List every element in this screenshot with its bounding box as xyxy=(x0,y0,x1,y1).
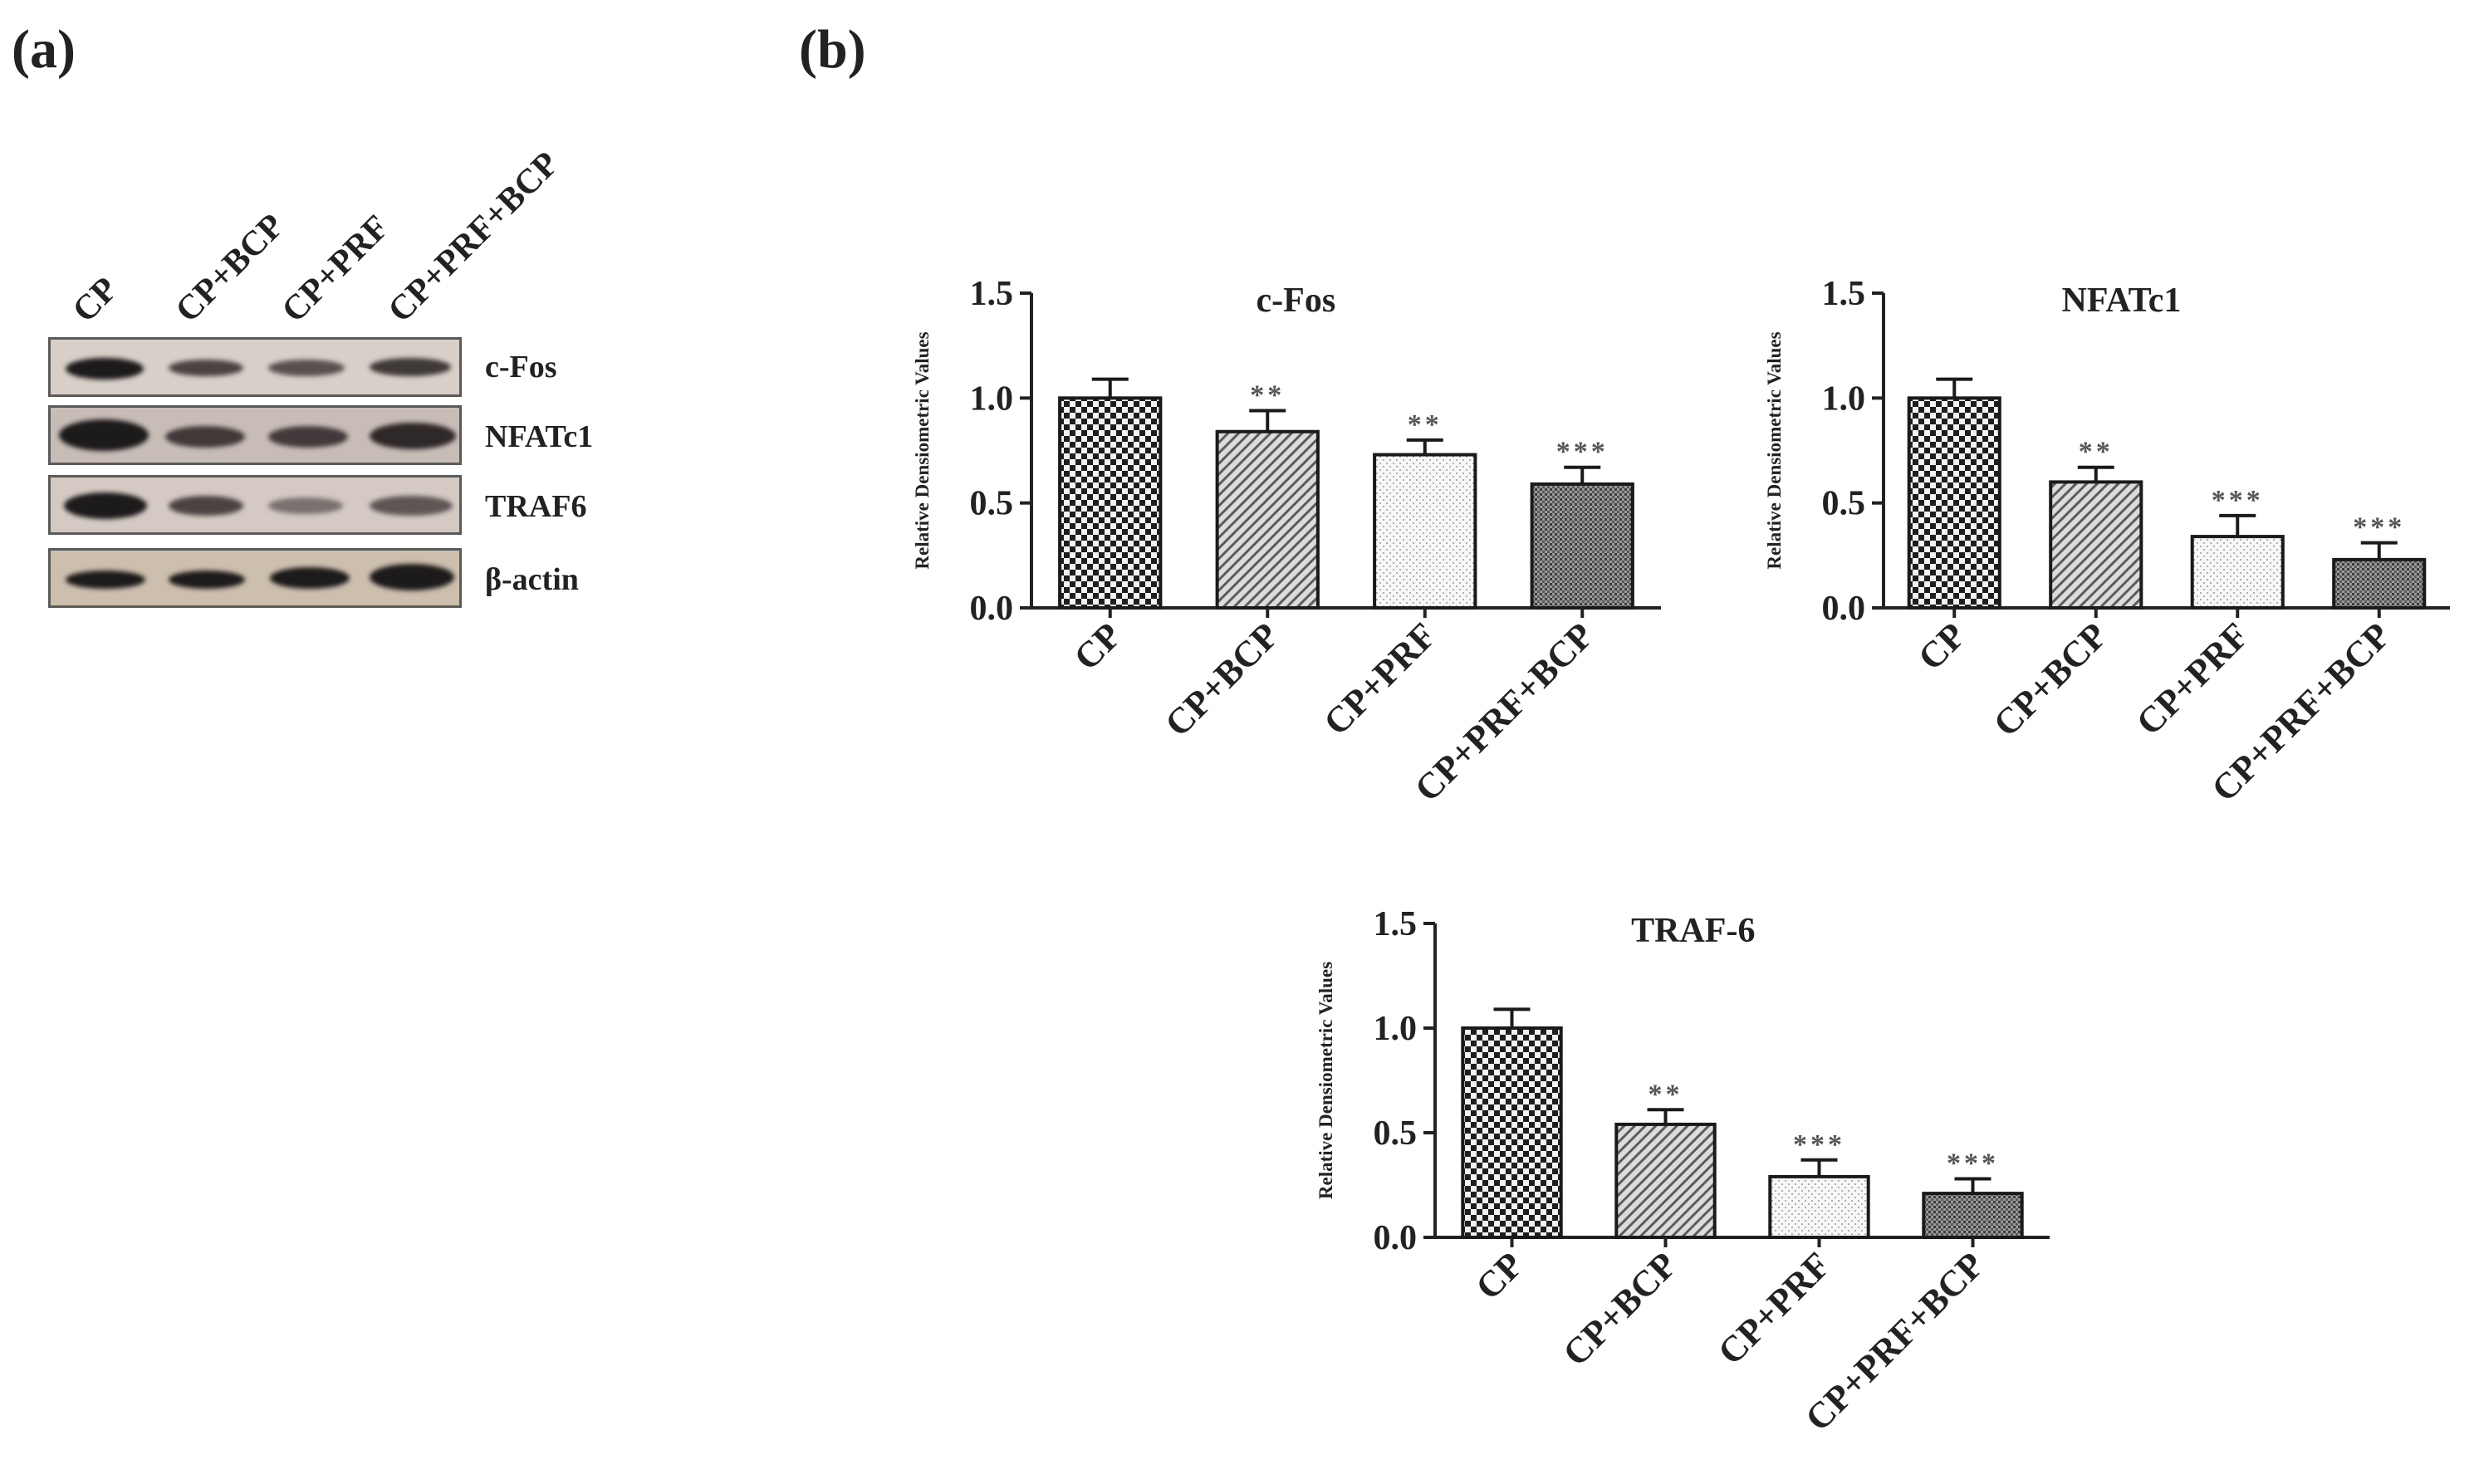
chart-nfatc1: 0.0 0.5 1.0 1.5 Relative Densiometric Values… xyxy=(1764,275,2450,810)
blot-row-label: β-actin xyxy=(485,562,579,597)
blot-strip-cfos xyxy=(48,337,462,397)
bar xyxy=(1530,482,1634,610)
panel-label-b: (b) xyxy=(799,19,866,80)
x-tick-label: CP xyxy=(1066,615,1129,678)
y-tick-label: 1.0 xyxy=(1822,380,1866,418)
bar xyxy=(2190,535,2285,610)
significance-marker: ** xyxy=(2079,437,2114,468)
x-tick-label: CP+BCP xyxy=(1555,1244,1684,1374)
blot-band xyxy=(169,571,245,589)
x-tick-label: CP+BCP xyxy=(1986,615,2115,744)
blot-strip-nfatc1 xyxy=(48,405,462,465)
chart-title: c-Fos xyxy=(1257,282,1336,320)
bar xyxy=(1058,396,1163,610)
chart-traf-6: 0.0 0.5 1.0 1.5 Relative Densiometric Values… xyxy=(1315,905,2050,1439)
y-tick-label: 1.5 xyxy=(970,275,1014,313)
y-tick-label: 0.5 xyxy=(1374,1114,1418,1153)
blot-band xyxy=(66,358,144,380)
blot-band xyxy=(268,426,348,448)
y-tick-label: 0.5 xyxy=(1822,485,1866,523)
significance-marker: ** xyxy=(1408,409,1443,440)
bar xyxy=(1373,453,1477,610)
x-tick-label: CP+PRF xyxy=(2129,615,2256,742)
chart-title: TRAF-6 xyxy=(1631,912,1755,950)
blot-row-label: c-Fos xyxy=(485,350,557,384)
blot-band xyxy=(169,360,243,376)
bar xyxy=(1922,1192,2024,1239)
blot-band xyxy=(268,497,343,514)
panel-label-a: (a) xyxy=(12,19,76,80)
bar xyxy=(1907,396,2001,610)
significance-marker: *** xyxy=(1556,437,1609,468)
y-tick-label: 1.0 xyxy=(1374,1010,1418,1048)
significance-marker: ** xyxy=(1649,1079,1683,1109)
y-axis-label: Relative Densiometric Values xyxy=(1315,962,1336,1199)
bar xyxy=(1768,1174,1870,1240)
blot-row-label: NFATc1 xyxy=(485,419,594,454)
x-tick-label: CP+PRF xyxy=(1315,615,1443,742)
x-tick-label: CP+BCP xyxy=(1157,615,1286,744)
chart-title: NFATc1 xyxy=(2061,282,2181,320)
y-tick-label: 1.5 xyxy=(1374,905,1418,943)
blot-band xyxy=(370,564,454,590)
blot-band xyxy=(270,567,350,589)
bar xyxy=(1461,1026,1563,1239)
significance-marker: *** xyxy=(1793,1129,1845,1160)
chart-c-fos: 0.0 0.5 1.0 1.5 Relative Densiometric Values… xyxy=(912,275,1661,810)
y-tick-label: 1.0 xyxy=(970,380,1014,418)
blot-strip-beta-actin xyxy=(48,548,462,608)
y-axis-label: Relative Densiometric Values xyxy=(912,331,933,569)
blot-band xyxy=(169,496,243,516)
y-axis-label: Relative Densiometric Values xyxy=(1764,331,1785,569)
bar xyxy=(1614,1122,1717,1240)
y-tick-label: 1.5 xyxy=(1822,275,1866,313)
bar xyxy=(1215,429,1320,610)
blot-band xyxy=(268,360,345,376)
blot-strip-traf6 xyxy=(48,475,462,535)
x-tick-label: CP xyxy=(1910,615,1973,678)
y-tick-label: 0.5 xyxy=(970,485,1014,523)
blot-band xyxy=(66,571,145,589)
significance-marker: ** xyxy=(1250,380,1285,410)
significance-marker: *** xyxy=(2212,485,2264,516)
blot-band xyxy=(165,426,245,448)
y-tick-label: 0.0 xyxy=(970,590,1014,628)
x-tick-label: CP+PRF xyxy=(1710,1244,1838,1372)
blot-band xyxy=(59,419,149,451)
blot-row-label: TRAF6 xyxy=(485,489,587,524)
blot-band xyxy=(64,492,147,519)
bar xyxy=(2332,557,2427,610)
bar xyxy=(2049,480,2143,610)
significance-marker: *** xyxy=(2353,512,2405,543)
blot-band xyxy=(370,423,456,449)
x-tick-label: CP xyxy=(1467,1244,1531,1307)
significance-marker: *** xyxy=(1947,1148,1999,1178)
y-tick-label: 0.0 xyxy=(1374,1219,1418,1257)
y-tick-label: 0.0 xyxy=(1822,590,1866,628)
blot-band xyxy=(370,496,453,516)
blot-band xyxy=(370,358,451,376)
